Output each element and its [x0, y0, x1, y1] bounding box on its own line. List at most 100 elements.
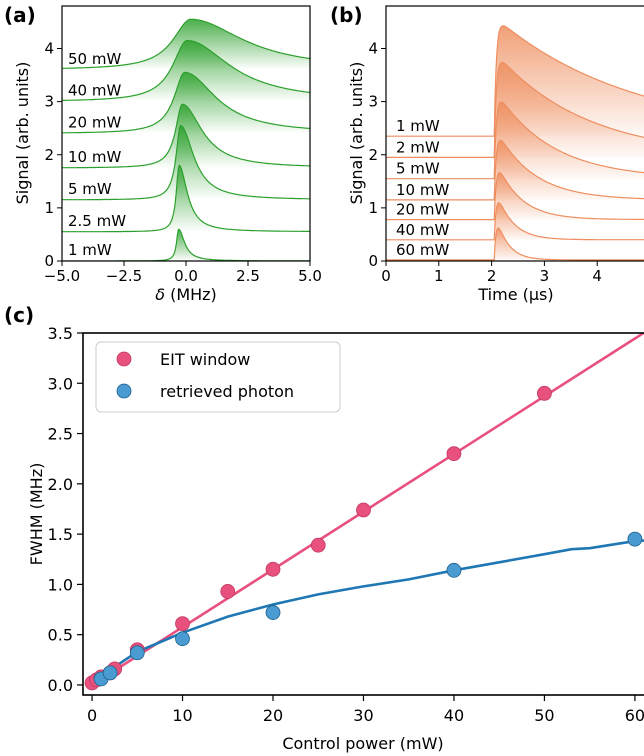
trace-label-50-mw: 50 mW [68, 50, 121, 68]
data-point-eit-window [220, 584, 236, 599]
trace-line-20-mw [62, 71, 310, 134]
panel-b-xlabel: Time (μs) [477, 285, 553, 304]
panel-b-frame [385, 5, 644, 262]
data-point-retrieved-photon [175, 631, 190, 647]
trace-b-fill-10-mw [386, 140, 644, 200]
trace-b-line-1-mw [386, 25, 644, 137]
trace-b-line-5-mw [386, 101, 644, 180]
trace-b-fill-60-mw [386, 228, 644, 260]
panel-c-ytick-label: 3.0 [48, 374, 73, 393]
trace-line-50-mw [62, 18, 310, 69]
data-point-retrieved-photon [102, 665, 118, 681]
panel-b-xtick-label: 2 [487, 267, 497, 285]
panel-c-xtick-label: 40 [444, 706, 464, 725]
data-point-eit-window [310, 537, 326, 553]
data-point-retrieved-photon [446, 562, 462, 578]
data-point-eit-window [175, 616, 190, 632]
panel-label-c: (c) [4, 303, 34, 327]
panel-label-a: (a) [4, 3, 36, 27]
panel-a-ytick-label: 1 [44, 199, 54, 217]
data-point-eit-window [537, 385, 552, 401]
trace-label-10-mw: 10 mW [68, 148, 121, 166]
trace-fill-40-mw [62, 40, 310, 102]
panel-a-xtick-label: 5.0 [298, 267, 322, 285]
panel-c-ylabel: FWHM (MHz) [27, 463, 46, 566]
trace-label-5-mw: 5 mW [68, 180, 112, 198]
panel-c-ytick-label: 2.0 [48, 475, 73, 494]
panel-a-ytick-label: 4 [44, 40, 54, 58]
panel-b-xlabel-unit: μs) [529, 285, 554, 304]
trace-fill-5-mw [62, 125, 310, 200]
panel-a-xtick-label: 0.0 [174, 267, 198, 285]
legend-label-eit: EIT window [160, 350, 250, 369]
panel-c-ytick-label: 0.5 [48, 626, 73, 645]
panel-b-ytick-label: 0 [368, 252, 378, 270]
panel-a-chart: 50 mW 40 mW 20 mW 10 mW 5 mW 2.5 mW 1 mW −5.0 −… [13, 5, 322, 304]
trace-b-label-10-mw: 10 mW [396, 181, 449, 199]
panel-b-xtick-label: 4 [592, 267, 602, 285]
panel-c-xtick-label: 50 [534, 706, 554, 725]
panel-c-xtick-label: 0 [87, 706, 97, 725]
panel-c-frame [82, 332, 644, 696]
panel-a-xtick-label: −2.5 [106, 267, 142, 285]
panel-c-xtick-label: 10 [172, 706, 192, 725]
legend: EIT window retrieved photon [95, 341, 341, 413]
trace-b-line-60-mw [386, 227, 644, 261]
trace-line-5-mw [62, 125, 310, 201]
trace-b-line-2-mw [386, 61, 644, 158]
trace-fill-20-mw [62, 72, 310, 134]
data-point-retrieved-photon [265, 605, 281, 620]
trace-fill-2-5-mw [62, 165, 310, 232]
trace-fill-1-mw [62, 229, 310, 261]
legend-marker-photon [116, 383, 132, 399]
trace-b-label-2-mw: 2 mW [396, 138, 440, 156]
fit-line-retrieved-photon [91, 539, 644, 686]
panel-c-xtick-label: 60 [625, 706, 644, 725]
panel-b-xtick-label: 0 [381, 267, 391, 285]
data-point-eit-window [265, 561, 281, 577]
trace-b-fill-2-mw [386, 62, 644, 158]
panel-b-xtick-label: 1 [434, 267, 444, 285]
panel-a-ytick-label: 0 [44, 252, 54, 270]
data-point-eit-window [446, 446, 462, 462]
trace-b-label-40-mw: 40 mW [396, 221, 449, 239]
trace-b-line-20-mw [386, 172, 644, 221]
panel-c-ytick-label: 3.5 [48, 324, 73, 343]
trace-b-label-60-mw: 60 mW [396, 241, 449, 259]
trace-label-1-mw: 1 mW [68, 241, 112, 259]
panel-a-xtick-label: 2.5 [236, 267, 260, 285]
data-point-retrieved-photon [129, 645, 145, 661]
panel-a-ytick-label: 3 [44, 93, 54, 111]
trace-b-label-5-mw: 5 mW [396, 160, 440, 178]
trace-b-label-20-mw: 20 mW [396, 201, 449, 219]
trace-line-10-mw [62, 103, 310, 169]
panel-b-ytick-label: 3 [368, 93, 378, 111]
panel-c-chart: 0 10 20 30 40 50 60 0.0 0.5 1.0 1.5 2.0 2.5 3.0 3.5 Co… [27, 324, 644, 753]
panel-c-ytick-label: 2.5 [48, 425, 73, 444]
panel-b-ylabel: Signal (arb. units) [347, 62, 366, 205]
panel-a-xtick-label: −5.0 [44, 267, 80, 285]
trace-b-label-1-mw: 1 mW [396, 117, 440, 135]
panel-b-ytick-label: 2 [368, 146, 378, 164]
trace-label-40-mw: 40 mW [68, 82, 121, 100]
panel-a-xlabel-unit: (MHz) [165, 285, 217, 304]
trace-line-2-5-mw [62, 164, 310, 233]
panel-a-xlabel-symbol: δ [155, 285, 165, 304]
panel-c-ytick-label: 1.0 [48, 575, 73, 594]
trace-line-40-mw [62, 39, 310, 101]
legend-label-photon: retrieved photon [160, 382, 294, 401]
trace-b-line-40-mw [386, 202, 644, 241]
panel-a-xlabel: δ (MHz) [155, 285, 217, 304]
panel-c-ytick-label: 0.0 [48, 676, 73, 695]
legend-box [95, 341, 341, 413]
panel-b-xtick-label: 3 [540, 267, 550, 285]
panel-label-b: (b) [330, 3, 363, 27]
panel-a-ytick-label: 2 [44, 146, 54, 164]
trace-label-2-5-mw: 2.5 mW [68, 212, 126, 230]
panel-b-ytick-label: 1 [368, 199, 378, 217]
trace-b-fill-40-mw [386, 202, 644, 240]
legend-marker-eit [116, 351, 132, 367]
trace-b-line-10-mw [386, 139, 644, 201]
